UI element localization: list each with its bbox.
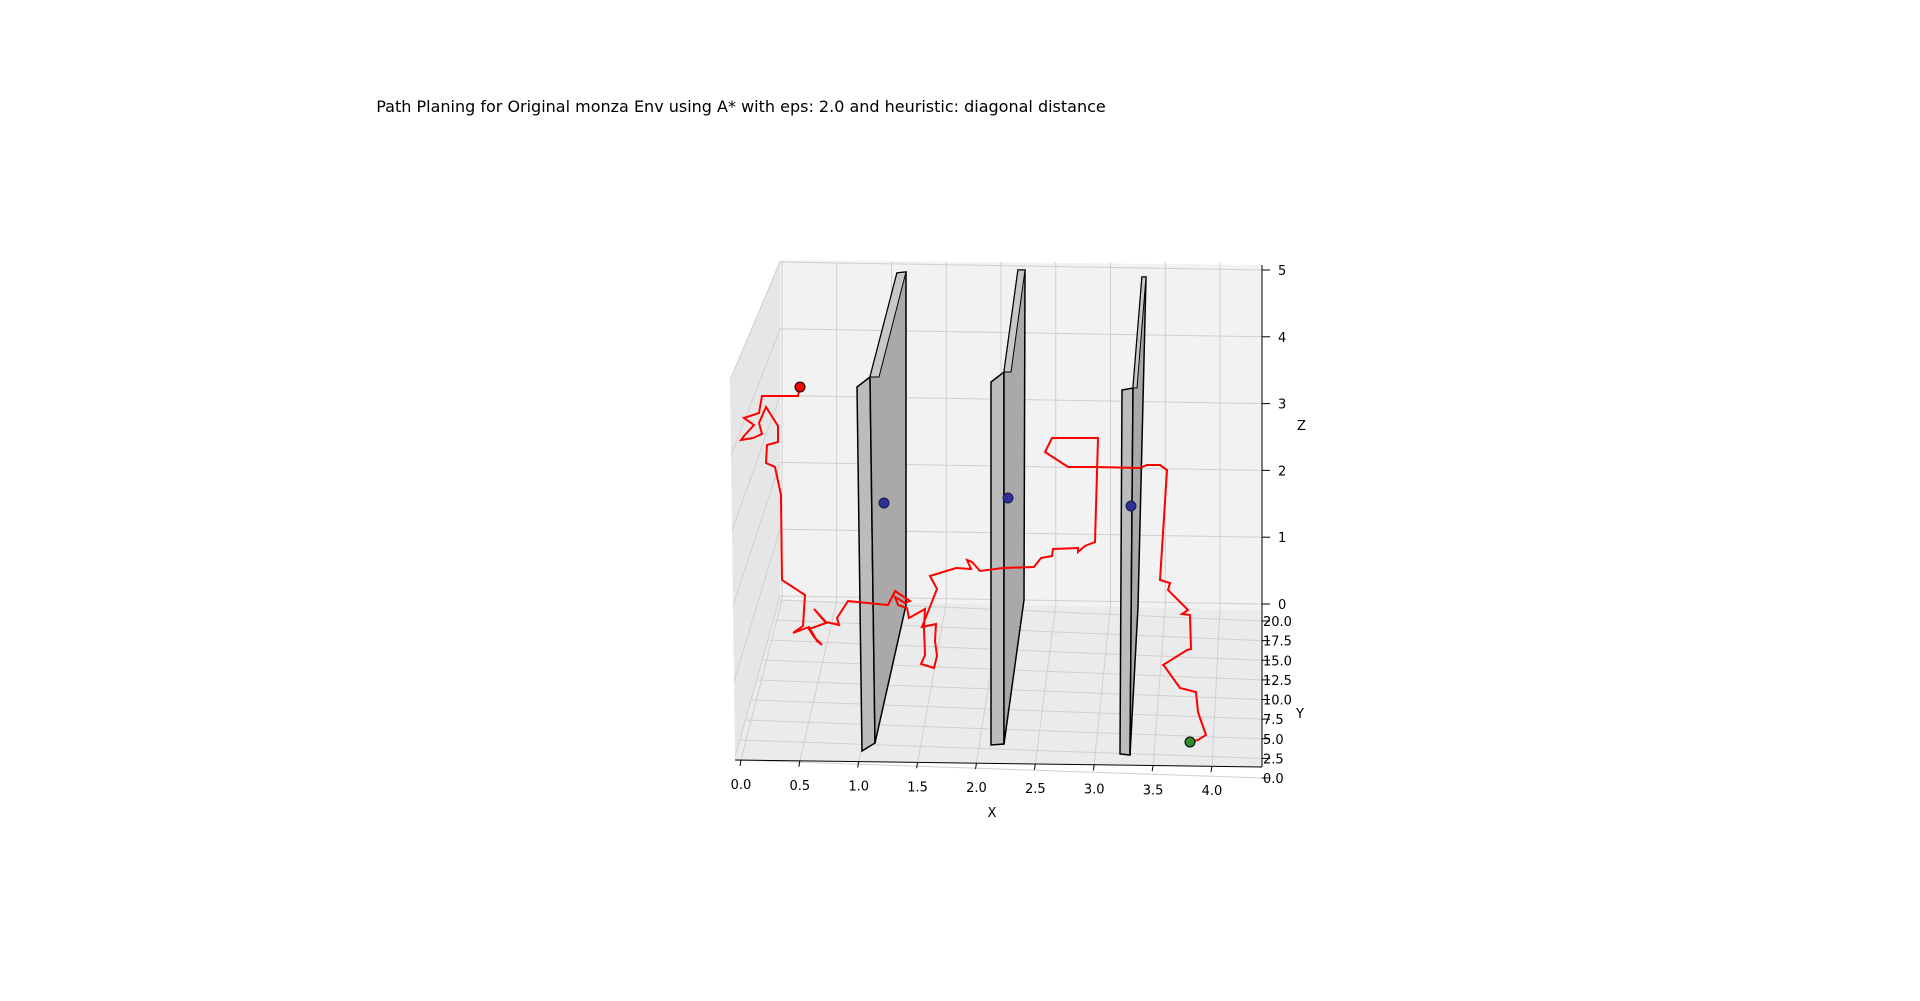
z-tick-label: 1: [1278, 531, 1286, 546]
y-gridline: [740, 739, 1263, 759]
z-tick-label: 0: [1278, 598, 1286, 613]
obstacle-block-1: [856, 271, 907, 753]
y-tick-label: 20.0: [1263, 615, 1292, 630]
axes-3d: 0 1 2 3 4 5 Z 0.0 2.5 5.0 7.5 10.0 12.5 15.0 17.5 20.…: [729, 260, 1306, 821]
z-tick-label: 2: [1278, 464, 1286, 479]
y-gridline: [734, 759, 1263, 779]
x-tick-mark: [916, 762, 919, 769]
x-axis-label: X: [988, 806, 997, 821]
x-tick-label: 3.5: [1143, 783, 1164, 798]
x-gridline-floor: [1152, 606, 1166, 766]
x-tick-label: 0.5: [790, 779, 811, 794]
x-tick-mark: [739, 759, 742, 767]
x-tick-label: 1.5: [907, 780, 928, 795]
z-tick-label: 4: [1278, 331, 1286, 346]
z-gridline: [779, 261, 1263, 271]
x-tick-mark: [1033, 763, 1036, 770]
chart-title: Path Planing for Original monza Env usin…: [376, 97, 1106, 116]
obstacle-block-2: [990, 269, 1026, 746]
x-tick-label: 4.0: [1202, 784, 1223, 799]
y-tick-label: 7.5: [1263, 713, 1284, 728]
x-tick-mark: [1151, 765, 1154, 772]
y-axis-label: Y: [1295, 707, 1304, 722]
z-ticks: 0 1 2 3 4 5: [1262, 264, 1286, 613]
y-tick-label: 12.5: [1263, 674, 1292, 689]
x-tick-mark: [857, 761, 860, 768]
y-tick-label: 2.5: [1263, 752, 1284, 767]
start-marker: [794, 381, 806, 393]
obstacle-center-marker: [1002, 492, 1014, 504]
y-tick-label: 10.0: [1263, 694, 1292, 709]
x-tick-label: 1.0: [848, 780, 869, 795]
x-tick-mark: [798, 760, 801, 767]
x-tick-mark: [975, 762, 977, 770]
left-pane: [730, 260, 780, 760]
planned-path-line: [738, 386, 1208, 743]
y-tick-label: 15.0: [1263, 654, 1292, 669]
x-tick-mark: [1210, 765, 1213, 773]
x-tick-label: 3.0: [1084, 783, 1105, 798]
z-tick-label: 3: [1278, 398, 1286, 413]
x-ticks: 0.0 0.5 1.0 1.5 2.0 2.5 3.0 3.5 4.0: [731, 759, 1223, 799]
x-gridline-floor: [799, 600, 838, 761]
x-gridline-floor: [917, 602, 947, 763]
z-gridline-left: [733, 529, 781, 682]
x-tick-mark: [1092, 764, 1095, 771]
z-axis-label: Z: [1297, 419, 1306, 434]
x-tick-label: 0.0: [731, 778, 752, 793]
obstacle-block-3: [1119, 276, 1147, 756]
y-tick-label: 17.5: [1263, 635, 1292, 650]
z-gridline-left: [730, 328, 781, 456]
obstacle-center-marker: [1125, 500, 1137, 512]
z-gridline-left: [729, 261, 781, 381]
z-tick-label: 5: [1278, 264, 1286, 279]
x-tick-label: 2.5: [1025, 782, 1046, 797]
y-ticks: 0.0 2.5 5.0 7.5 10.0 12.5 15.0 17.5 20.0: [1262, 615, 1292, 787]
z-gridline-left: [734, 595, 781, 758]
x-gridline-floor: [1093, 605, 1111, 765]
y-tick-label: 0.0: [1263, 772, 1284, 787]
z-gridline-left: [732, 462, 781, 607]
obstacle-center-marker: [878, 497, 890, 509]
x-gridline-floor: [1211, 607, 1221, 767]
x-axis-line: [734, 759, 1263, 768]
x-tick-label: 2.0: [966, 781, 987, 796]
goal-marker: [1184, 736, 1196, 748]
y-tick-label: 5.0: [1263, 733, 1284, 748]
